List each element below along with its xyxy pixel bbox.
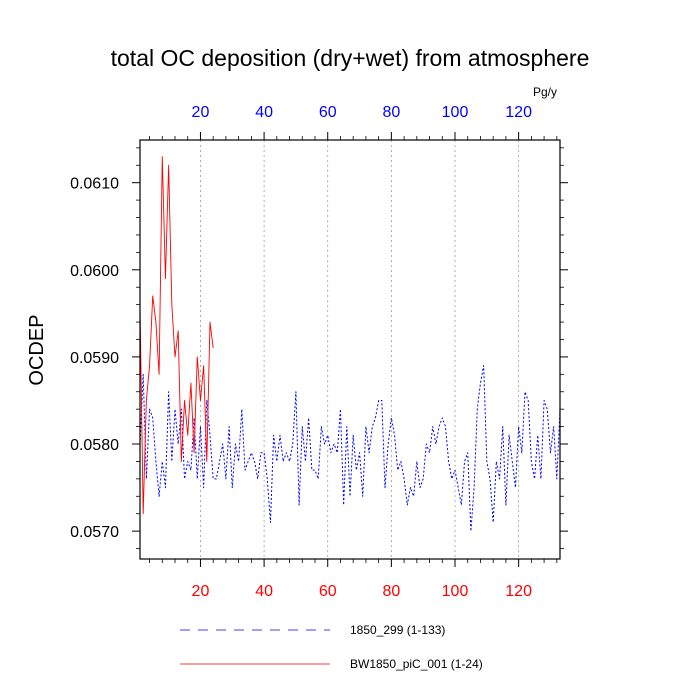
series-line-1850-299-1-133 [139,365,561,532]
legend-label-bw1850-pic: BW1850_piC_001 (1-24) [350,657,483,671]
y-tick-label-3: 0.0600 [70,263,119,280]
x-tick-label-top-100: 100 [442,104,469,121]
x-tick-label-top-40: 40 [255,104,273,121]
x-tick-label-top-120: 120 [505,104,532,121]
chart-title: total OC deposition (dry+wet) from atmos… [111,45,590,71]
x-tick-label-bottom-100: 100 [442,583,469,600]
plot-frame [139,139,561,560]
series-group [139,156,561,532]
grid [200,140,520,559]
legend-label-1850-299: 1850_299 (1-133) [350,623,445,637]
x-tick-label-top-80: 80 [382,104,400,121]
x-tick-label-top-60: 60 [319,104,337,121]
series-line-bw1850-pic-001-1-24 [139,156,214,515]
y-axis-label: OCDEP [26,314,48,385]
x-tick-label-bottom-120: 120 [505,583,532,600]
y-tick-label-4: 0.0610 [70,176,119,193]
axis-ticks: 0.0570 0.0580 0.0590 0.0600 0.0610 20 40 60 80 10… [70,104,568,600]
x-tick-label-bottom-20: 20 [192,583,210,600]
x-tick-label-bottom-80: 80 [382,583,400,600]
x-tick-label-bottom-40: 40 [255,583,273,600]
legend: 1850_299 (1-133) BW1850_piC_001 (1-24) [180,623,483,671]
y-tick-label-1: 0.0580 [70,437,119,454]
x-tick-label-bottom-60: 60 [319,583,337,600]
y-tick-label-0: 0.0570 [70,524,119,541]
x-tick-label-top-20: 20 [192,104,210,121]
units-label: Pg/y [533,85,557,99]
y-tick-label-2: 0.0590 [70,350,119,367]
